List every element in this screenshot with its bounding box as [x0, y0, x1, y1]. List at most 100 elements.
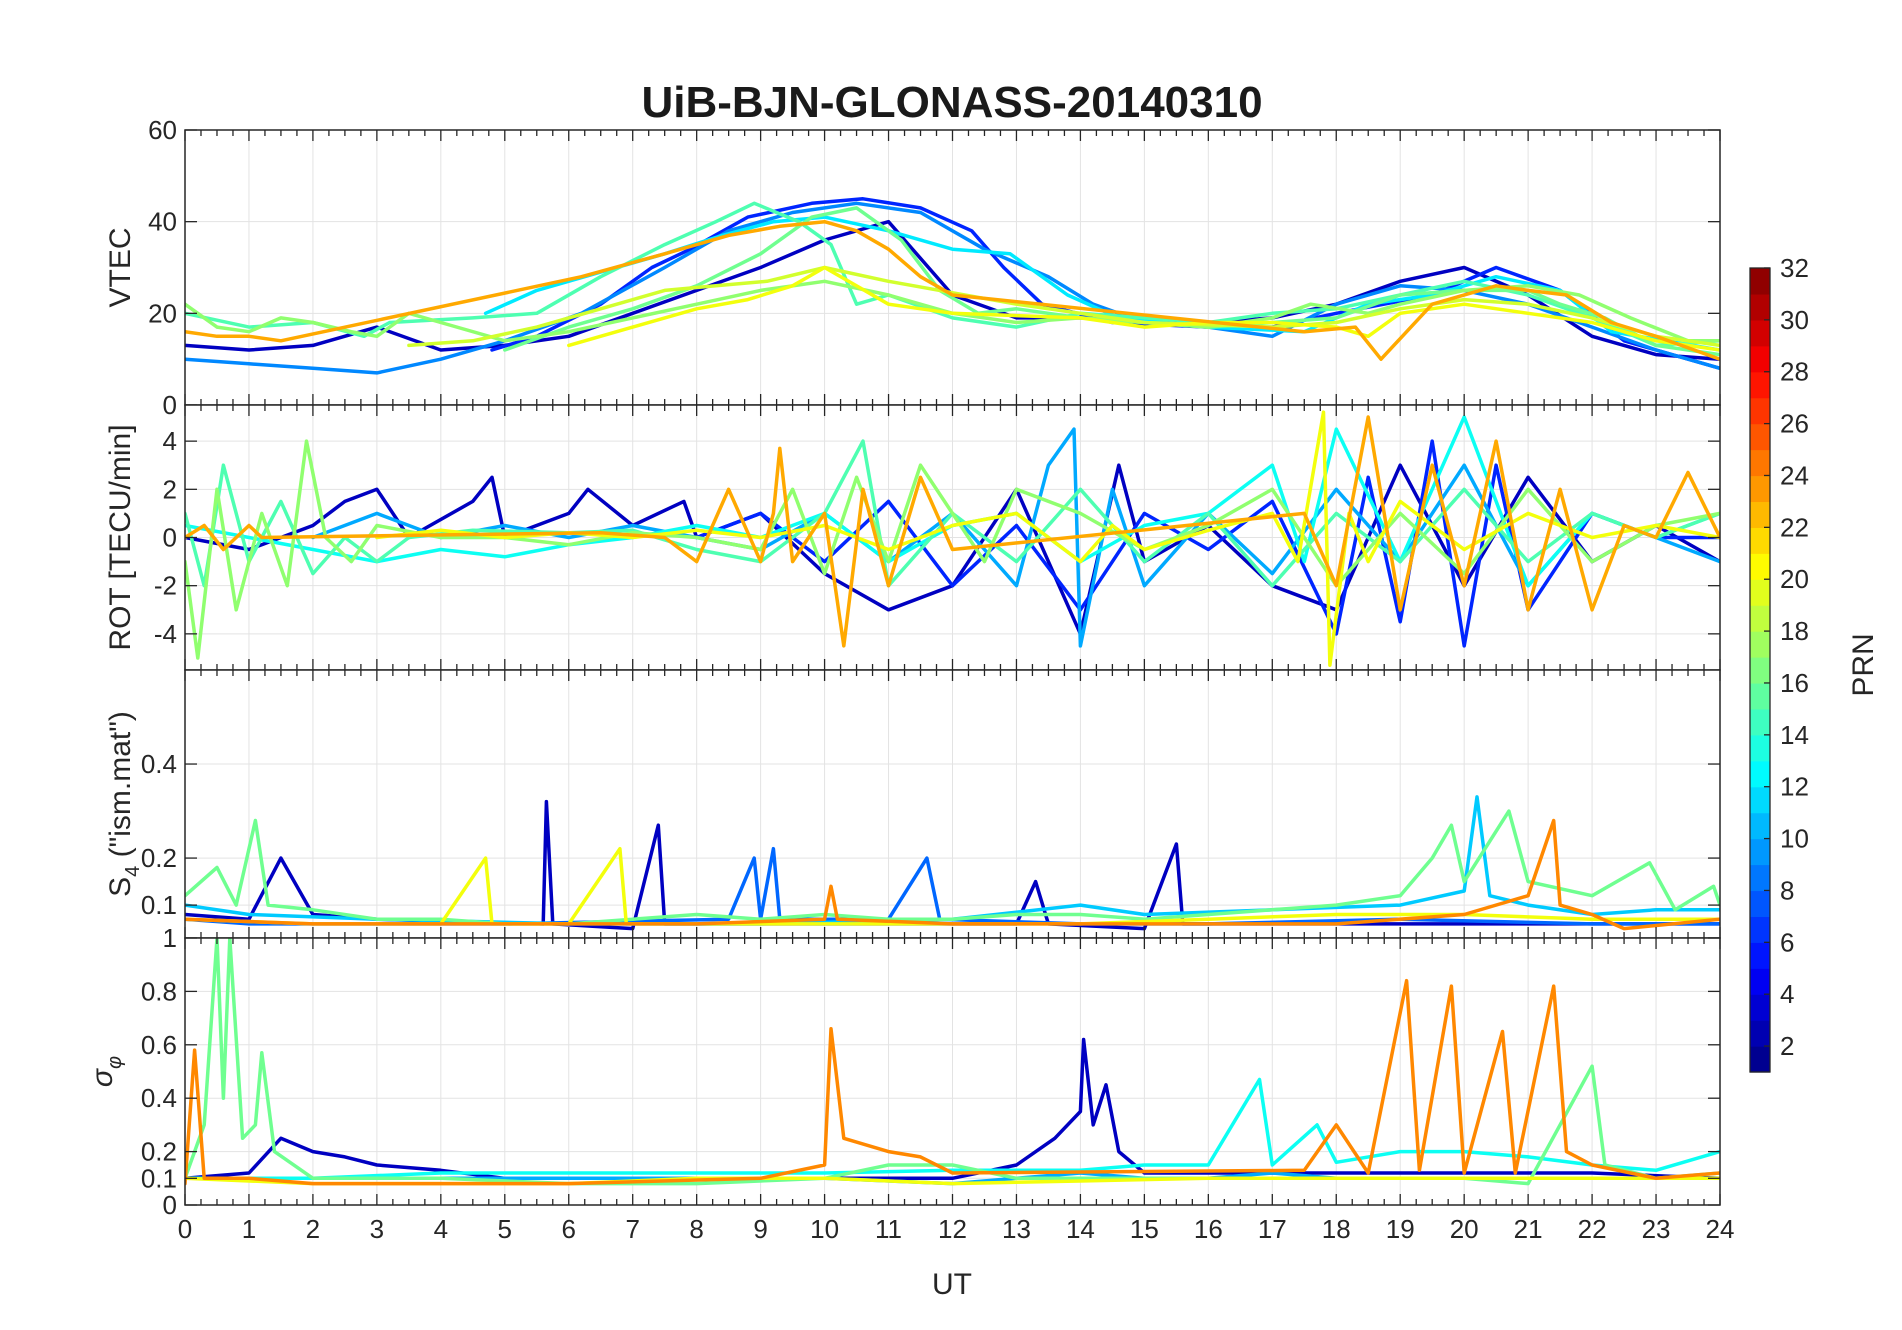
x-tick-label: 7 [625, 1214, 639, 1244]
x-tick-label: 14 [1066, 1214, 1095, 1244]
colorbar-segment [1750, 916, 1770, 943]
colorbar-frame [1749, 267, 1771, 1073]
colorbar-segment [1750, 527, 1770, 554]
colorbar-segment [1750, 786, 1770, 814]
colorbar-segment [1750, 682, 1770, 710]
y-tick-label-vtec: 60 [148, 115, 177, 145]
series-line-rot-prn-17 [185, 439, 1720, 660]
y-tick-label-sigphi: 0.4 [141, 1083, 177, 1113]
colorbar-tick-label: 18 [1780, 616, 1809, 646]
colorbar-segment [1750, 890, 1770, 917]
y-tick-label-s4: 0.2 [141, 843, 177, 873]
x-tick-label: 6 [562, 1214, 576, 1244]
y-axis-label-s4: S4 ("ism.mat") [104, 711, 144, 897]
y-tick-label-vtec: 40 [148, 207, 177, 237]
chart-title: UiB-BJN-GLONASS-20140310 [641, 78, 1262, 127]
series-line-rot-prn-10 [311, 427, 1720, 648]
colorbar-tick-label: 6 [1780, 927, 1794, 957]
panel-rot: -4 -2 0 2 4 ROT [TECU/min] [104, 404, 1721, 671]
series-line-s4-prn-16 [185, 809, 1720, 926]
series-line-vtec-prn-17 [185, 279, 1720, 343]
x-tick-label: 2 [306, 1214, 320, 1244]
y-axis-label-sigphi: σφ [86, 1056, 126, 1087]
x-tick-labels: 0 1 2 3 4 5 6 7 8 9 10 11 12 13 14 15 16 17 18 19 20 21 22 23 24 [178, 1214, 1735, 1244]
y-axis-label-main: σ [86, 1067, 119, 1087]
colorbar-segment [1750, 838, 1770, 866]
colorbar-segment [1750, 449, 1770, 477]
y-tick-label-rot: 0 [163, 523, 177, 553]
x-tick-label: 23 [1642, 1214, 1671, 1244]
series-group-rot [185, 410, 1720, 667]
series-line-vtec-prn-20 [567, 265, 1720, 352]
x-tick-label: 20 [1450, 1214, 1479, 1244]
colorbar-tick-label: 12 [1780, 772, 1809, 802]
x-tick-label: 19 [1386, 1214, 1415, 1244]
y-tick-label-s4: 0.4 [141, 749, 177, 779]
y-tick-label-rot: -4 [154, 619, 177, 649]
colorbar-segment [1750, 579, 1770, 606]
series-line-rot-prn-15 [185, 439, 1720, 588]
x-tick-label: 12 [938, 1214, 967, 1244]
colorbar-segment [1750, 1046, 1770, 1073]
colorbar-segment [1750, 734, 1770, 762]
y-tick-label-s4: 0.1 [141, 890, 177, 920]
y-tick-label-sigphi: 0.6 [141, 1030, 177, 1060]
x-tick-label: 24 [1706, 1214, 1735, 1244]
colorbar-segment [1750, 708, 1770, 736]
colorbar-segment [1750, 1020, 1770, 1047]
series-line-vtec-prn-6 [490, 197, 1720, 371]
y-axis-label-rest: ("ism.mat") [104, 711, 137, 866]
x-tick-label: 16 [1194, 1214, 1223, 1244]
x-tick-label: 9 [753, 1214, 767, 1244]
colorbar-tick-label: 14 [1780, 720, 1809, 750]
y-tick-label-vtec: 20 [148, 298, 177, 328]
colorbar-segment [1750, 397, 1770, 425]
series-line-vtec-prn-23 [185, 219, 1720, 361]
colorbar-tick-label: 28 [1780, 357, 1809, 387]
panel-s4: 0.1 0.2 0.4S4 ("ism.mat") [104, 669, 1721, 939]
colorbar-segment [1750, 345, 1770, 373]
x-tick-label: 21 [1514, 1214, 1543, 1244]
colorbar-segment [1750, 371, 1770, 399]
colorbar-segment [1750, 657, 1770, 684]
y-tick-label-sigphi: 0.8 [141, 976, 177, 1006]
series-line-rot-prn-23 [185, 415, 1720, 648]
x-tick-label: 18 [1322, 1214, 1351, 1244]
colorbar-tick-label: 22 [1780, 512, 1809, 542]
x-tick-label: 13 [1002, 1214, 1031, 1244]
colorbar-tick-label: 4 [1780, 979, 1794, 1009]
colorbar-segment [1750, 968, 1770, 995]
x-tick-label: 17 [1258, 1214, 1287, 1244]
colorbar-tick-label: 20 [1780, 564, 1809, 594]
series-line-sigphi-prn-16 [185, 938, 1720, 1186]
colorbar-segment [1750, 812, 1770, 840]
y-tick-label-rot: 2 [163, 474, 177, 504]
y-axis-label-sub: φ [104, 1056, 126, 1069]
x-tick-label: 11 [875, 1214, 902, 1244]
y-tick-label-sigphi: 0 [163, 1190, 177, 1220]
colorbar-tick-label: 10 [1780, 824, 1809, 854]
colorbar-segment [1750, 994, 1770, 1021]
series-line-sigphi-prn-3 [185, 1037, 1720, 1181]
series-line-vtec-prn-19 [407, 265, 1720, 348]
colorbar-segment [1750, 760, 1770, 788]
colorbar-segment [1750, 942, 1770, 969]
colorbar-segment [1750, 319, 1770, 347]
series-group-sigphi [185, 938, 1720, 1186]
series-group-vtec [185, 197, 1720, 375]
x-tick-label: 1 [242, 1214, 256, 1244]
colorbar-tick-label: 24 [1780, 460, 1809, 490]
y-axis-label-main: S [104, 877, 137, 897]
y-axis-label-vtec: VTEC [104, 227, 137, 307]
x-tick-label: 5 [498, 1214, 512, 1244]
x-axis-label: UT [932, 1268, 972, 1301]
colorbar-tick-label: 16 [1780, 668, 1809, 698]
y-tick-label-vtec: 0 [163, 390, 177, 420]
y-tick-label-sigphi: 0.2 [141, 1137, 177, 1167]
x-tick-label: 4 [434, 1214, 448, 1244]
colorbar-segment [1750, 293, 1770, 321]
series-line-sigphi-prn-24 [185, 978, 1720, 1186]
colorbar-segment [1750, 553, 1770, 580]
